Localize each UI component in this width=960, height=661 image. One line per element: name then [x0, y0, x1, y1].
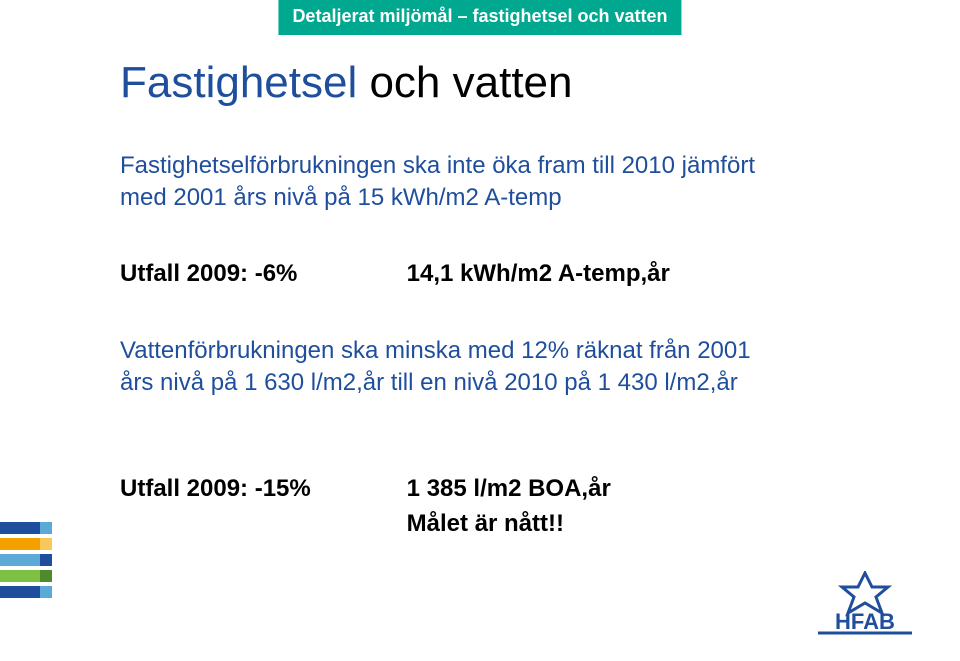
para2-line1: Vattenförbrukningen ska minska med 12% r…: [120, 337, 751, 364]
side-stripes: [0, 522, 52, 602]
result-row-1: Utfall 2009: -6% 14,1 kWh/m2 A-temp,år: [120, 260, 670, 288]
stripe-1: [0, 538, 52, 550]
row1-value: 14,1 kWh/m2 A-temp,år: [407, 260, 670, 288]
stripe-3: [0, 570, 52, 582]
goal-reached-row: Målet är nått!!: [120, 510, 564, 538]
row1-label: Utfall 2009: -6%: [120, 260, 400, 288]
header-banner: Detaljerat miljömål – fastighetsel och v…: [278, 0, 681, 35]
page-title: Fastighetsel och vatten: [120, 58, 573, 108]
hfab-logo: HFAB: [810, 571, 920, 636]
paragraph-2: Vattenförbrukningen ska minska med 12% r…: [120, 335, 860, 400]
row2-label: Utfall 2009: -15%: [120, 475, 400, 503]
stripe-0: [0, 522, 52, 534]
stripe-4: [0, 586, 52, 598]
logo-text: HFAB: [835, 609, 895, 634]
para1-line1: Fastighetselförbrukningen ska inte öka f…: [120, 152, 755, 179]
stripe-2: [0, 554, 52, 566]
result-row-2: Utfall 2009: -15% 1 385 l/m2 BOA,år: [120, 475, 611, 503]
paragraph-1: Fastighetselförbrukningen ska inte öka f…: [120, 150, 860, 215]
title-word-2: och vatten: [357, 58, 572, 107]
row2-value: 1 385 l/m2 BOA,år: [407, 475, 611, 503]
header-banner-text: Detaljerat miljömål – fastighetsel och v…: [292, 6, 667, 26]
para2-line2: års nivå på 1 630 l/m2,år till en nivå 2…: [120, 369, 738, 396]
row3-value: Målet är nått!!: [407, 510, 564, 537]
title-word-1: Fastighetsel: [120, 58, 357, 107]
para1-line2: med 2001 års nivå på 15 kWh/m2 A-temp: [120, 184, 562, 211]
